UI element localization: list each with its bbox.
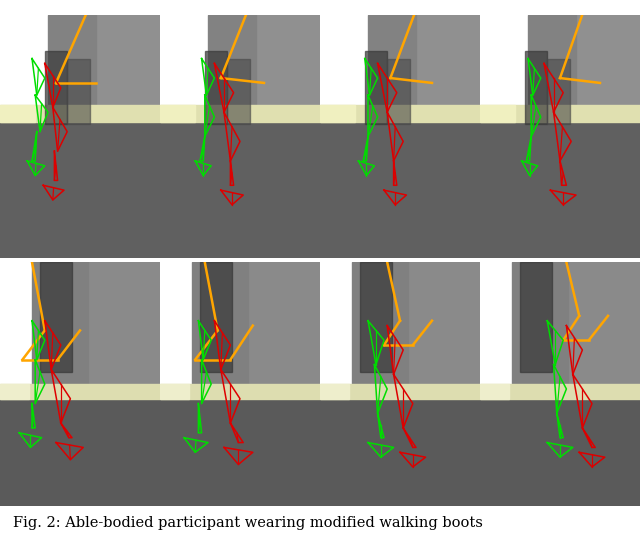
Bar	[320, 122, 480, 258]
Bar	[352, 262, 408, 506]
Bar	[320, 105, 355, 122]
Bar	[320, 384, 349, 399]
Bar	[480, 399, 640, 506]
Polygon shape	[360, 262, 392, 372]
Bar	[248, 15, 320, 258]
Bar	[480, 122, 640, 258]
Bar	[320, 399, 480, 506]
Bar	[160, 384, 189, 399]
Bar	[240, 262, 320, 506]
Bar	[160, 122, 320, 258]
Bar	[408, 15, 480, 258]
Bar	[480, 384, 509, 399]
Bar	[160, 384, 320, 399]
Bar	[32, 262, 88, 506]
Polygon shape	[525, 51, 547, 125]
Bar	[512, 262, 568, 506]
Bar	[528, 15, 576, 258]
Bar	[320, 384, 480, 399]
Bar	[160, 399, 320, 506]
Polygon shape	[520, 262, 552, 372]
Polygon shape	[67, 59, 90, 125]
Bar	[560, 262, 640, 506]
Polygon shape	[40, 262, 72, 372]
Bar	[160, 105, 320, 122]
Bar	[48, 15, 96, 258]
Polygon shape	[227, 59, 250, 125]
Polygon shape	[45, 51, 67, 125]
Bar	[368, 15, 416, 258]
Bar	[400, 262, 480, 506]
Bar	[208, 15, 256, 258]
Polygon shape	[365, 51, 387, 125]
Bar	[88, 15, 160, 258]
Bar	[160, 105, 195, 122]
Bar	[192, 262, 248, 506]
Bar	[0, 399, 160, 506]
Polygon shape	[205, 51, 227, 125]
Bar	[320, 105, 480, 122]
Polygon shape	[200, 262, 232, 372]
Bar	[0, 122, 160, 258]
Polygon shape	[547, 59, 570, 125]
Text: Fig. 2: Able-bodied participant wearing modified walking boots: Fig. 2: Able-bodied participant wearing …	[13, 516, 483, 530]
Polygon shape	[387, 59, 410, 125]
Bar	[480, 105, 640, 122]
Bar	[0, 105, 35, 122]
Bar	[480, 105, 515, 122]
Bar	[80, 262, 160, 506]
Bar	[0, 384, 160, 399]
Bar	[568, 15, 640, 258]
Bar	[0, 384, 29, 399]
Bar	[0, 105, 160, 122]
Bar	[480, 384, 640, 399]
